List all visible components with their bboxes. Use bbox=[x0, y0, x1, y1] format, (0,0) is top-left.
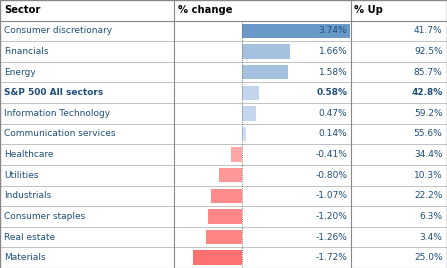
Text: -0.41%: -0.41% bbox=[316, 150, 347, 159]
Bar bbox=[0, 247, 447, 268]
Text: Healthcare: Healthcare bbox=[4, 150, 54, 159]
Bar bbox=[0, 0, 447, 21]
Text: Consumer discretionary: Consumer discretionary bbox=[4, 27, 113, 35]
Text: 1.58%: 1.58% bbox=[319, 68, 347, 77]
Text: -0.80%: -0.80% bbox=[315, 171, 347, 180]
Bar bbox=[0, 21, 447, 41]
Text: 0.58%: 0.58% bbox=[316, 88, 347, 97]
Text: 1.66%: 1.66% bbox=[319, 47, 347, 56]
Text: -1.26%: -1.26% bbox=[316, 233, 347, 241]
Text: -1.07%: -1.07% bbox=[315, 191, 347, 200]
Text: 92.5%: 92.5% bbox=[414, 47, 443, 56]
Text: Energy: Energy bbox=[4, 68, 36, 77]
Text: 3.4%: 3.4% bbox=[420, 233, 443, 241]
Bar bbox=[0, 144, 447, 165]
Text: 10.3%: 10.3% bbox=[414, 171, 443, 180]
Text: 41.7%: 41.7% bbox=[414, 27, 443, 35]
Text: 25.0%: 25.0% bbox=[414, 253, 443, 262]
Bar bbox=[242, 127, 246, 141]
Bar bbox=[0, 227, 447, 247]
Text: -1.20%: -1.20% bbox=[316, 212, 347, 221]
Bar bbox=[193, 251, 242, 265]
Text: 0.47%: 0.47% bbox=[319, 109, 347, 118]
Text: Utilities: Utilities bbox=[4, 171, 39, 180]
Text: % change: % change bbox=[178, 5, 232, 15]
Text: S&P 500 All sectors: S&P 500 All sectors bbox=[4, 88, 104, 97]
Text: 0.14%: 0.14% bbox=[319, 129, 347, 139]
Bar bbox=[0, 41, 447, 62]
Bar bbox=[211, 189, 242, 203]
Bar bbox=[242, 65, 288, 79]
Bar bbox=[208, 209, 242, 224]
Text: 42.8%: 42.8% bbox=[411, 88, 443, 97]
Bar bbox=[242, 44, 290, 59]
Text: 85.7%: 85.7% bbox=[414, 68, 443, 77]
Bar bbox=[219, 168, 242, 183]
Text: Materials: Materials bbox=[4, 253, 46, 262]
Text: 22.2%: 22.2% bbox=[414, 191, 443, 200]
Text: 59.2%: 59.2% bbox=[414, 109, 443, 118]
Text: Consumer staples: Consumer staples bbox=[4, 212, 86, 221]
Text: -1.72%: -1.72% bbox=[316, 253, 347, 262]
Text: 34.4%: 34.4% bbox=[414, 150, 443, 159]
Bar bbox=[0, 165, 447, 185]
Bar bbox=[0, 103, 447, 124]
Bar bbox=[0, 124, 447, 144]
Bar bbox=[0, 62, 447, 83]
Text: 55.6%: 55.6% bbox=[414, 129, 443, 139]
Text: 6.3%: 6.3% bbox=[420, 212, 443, 221]
Bar bbox=[0, 185, 447, 206]
Bar bbox=[242, 85, 259, 100]
Text: Real estate: Real estate bbox=[4, 233, 55, 241]
Text: 3.74%: 3.74% bbox=[319, 27, 347, 35]
Bar bbox=[242, 106, 256, 121]
Text: Sector: Sector bbox=[4, 5, 41, 15]
Bar bbox=[0, 206, 447, 227]
Text: Information Technology: Information Technology bbox=[4, 109, 110, 118]
Text: Financials: Financials bbox=[4, 47, 49, 56]
Bar bbox=[231, 147, 242, 162]
Bar bbox=[206, 230, 242, 244]
Bar bbox=[242, 24, 350, 38]
Bar bbox=[0, 83, 447, 103]
Text: Communication services: Communication services bbox=[4, 129, 116, 139]
Text: % Up: % Up bbox=[354, 5, 384, 15]
Text: Industrials: Industrials bbox=[4, 191, 52, 200]
